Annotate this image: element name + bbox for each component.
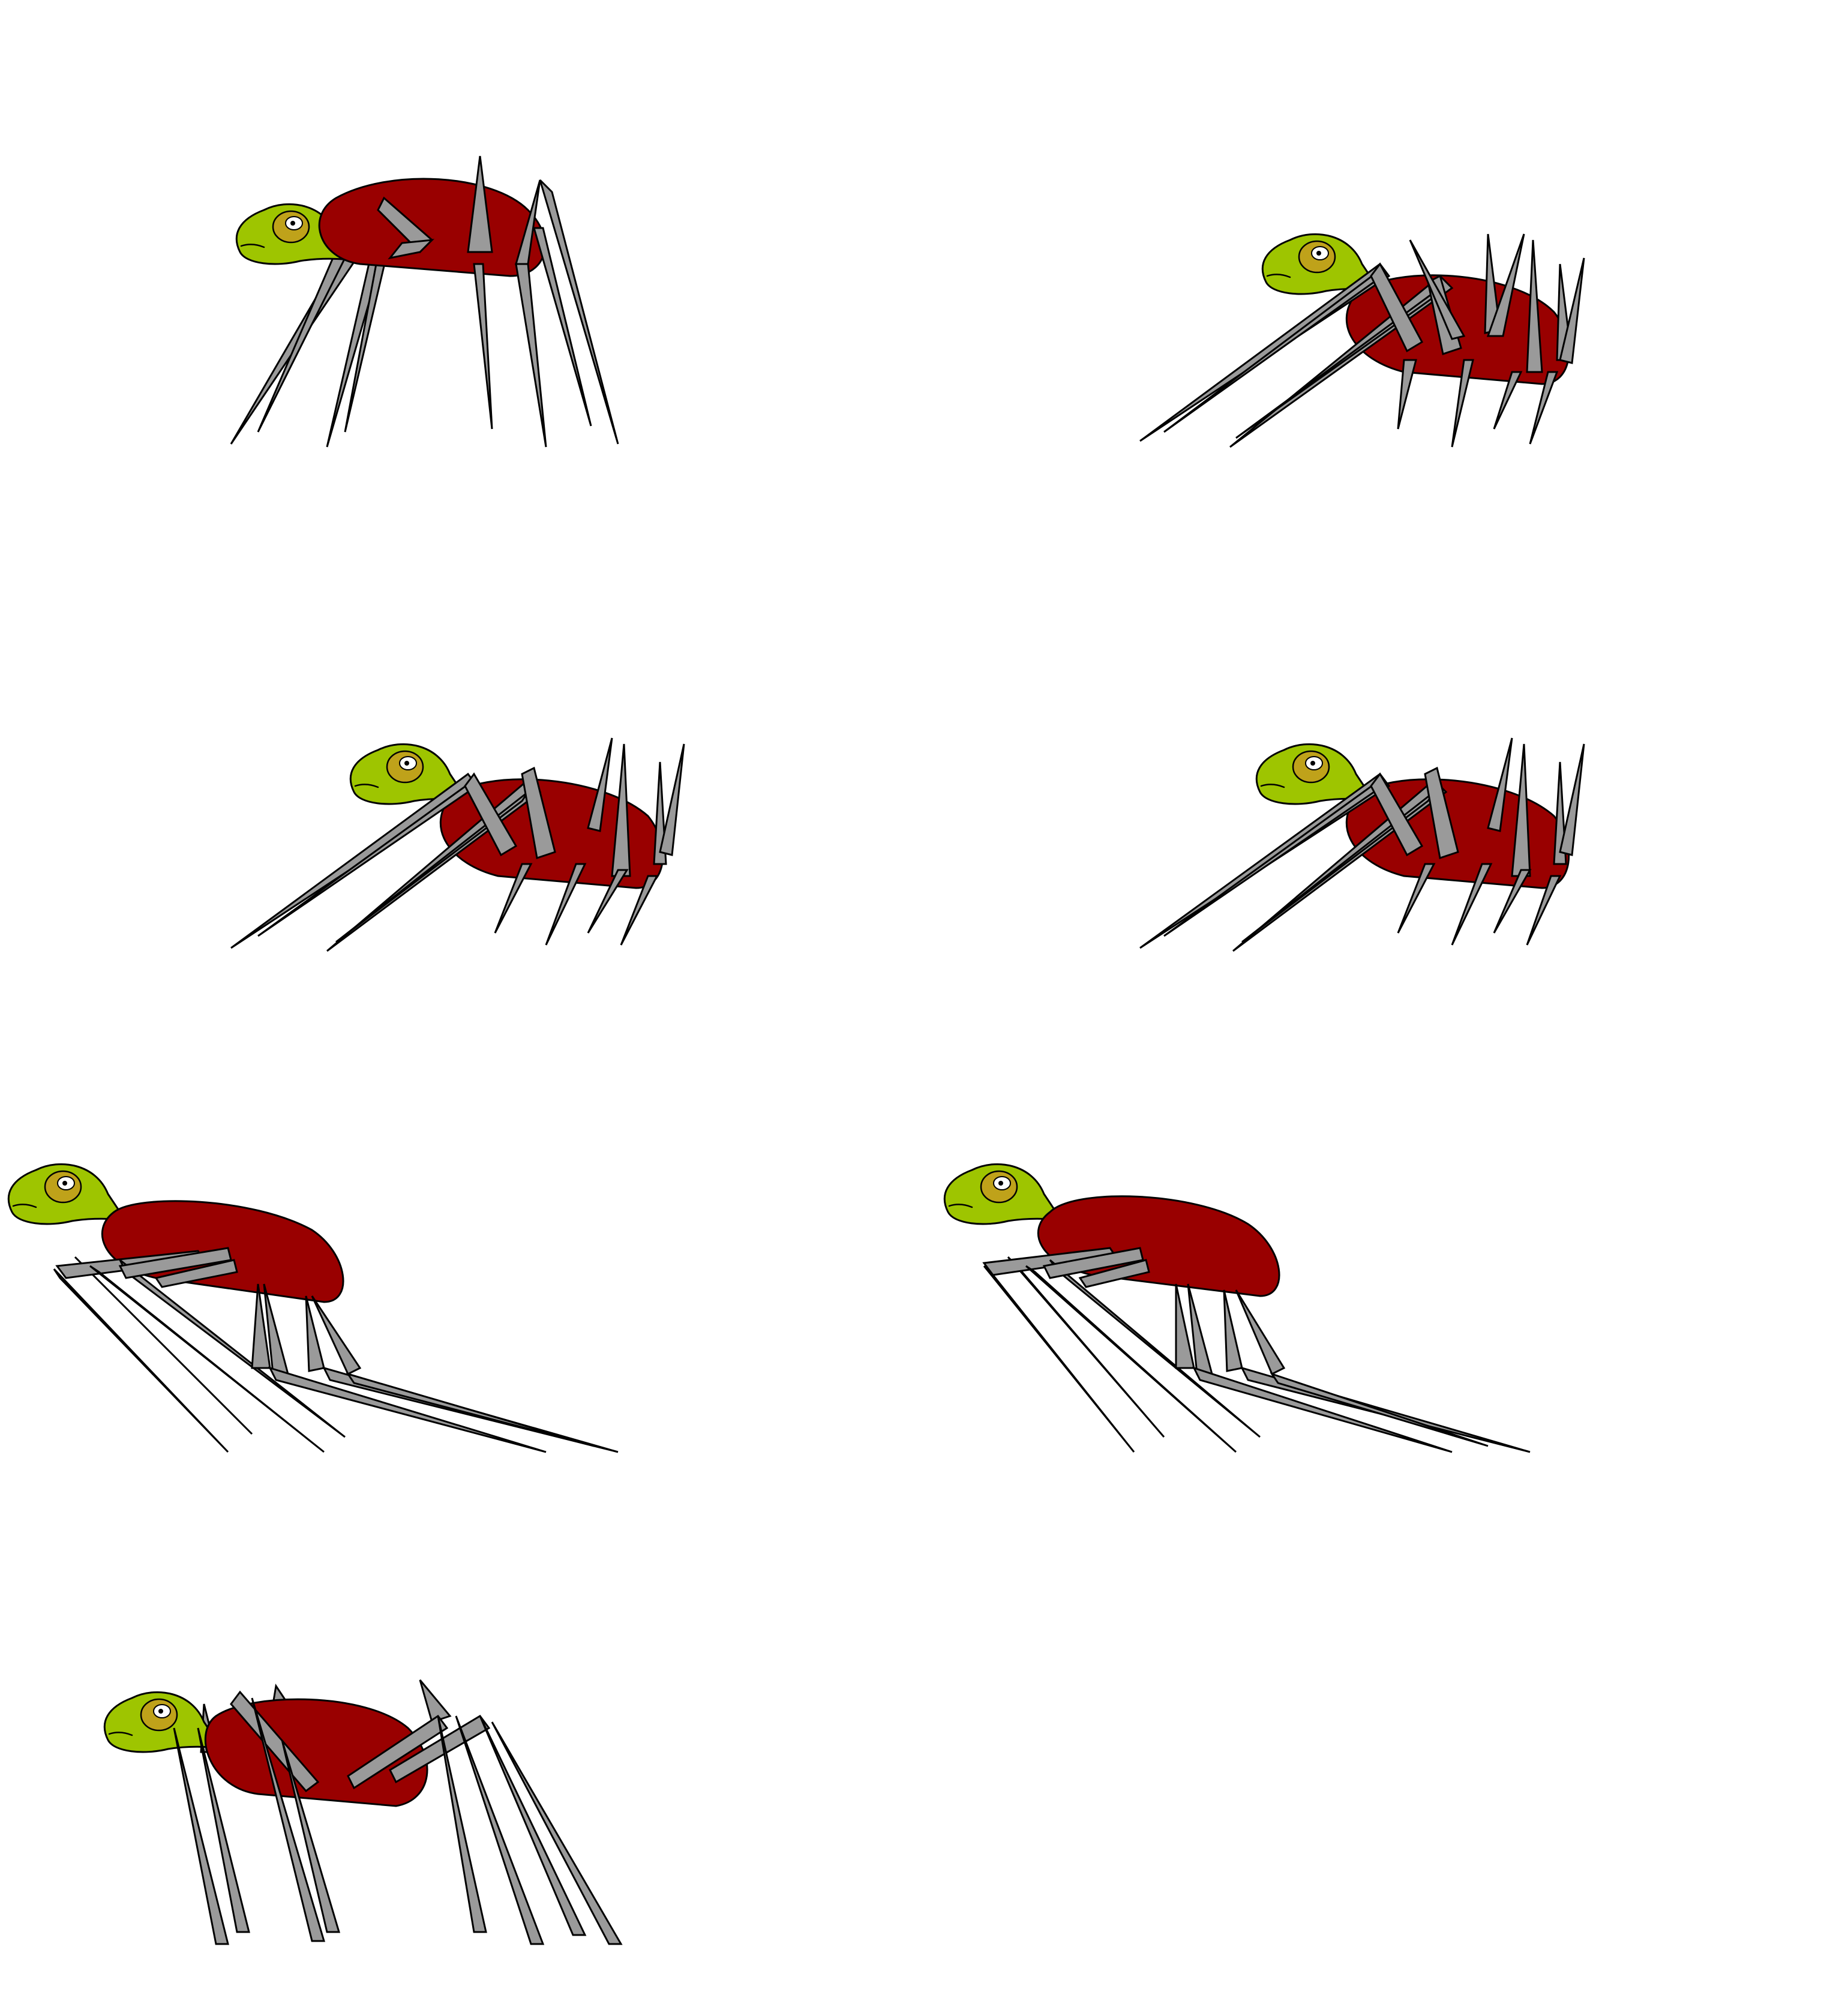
frame-2 [1139,233,1585,448]
turtle-head [7,1163,127,1225]
frame-3 [230,737,685,952]
turtle-shell [1037,1195,1280,1297]
turtle-head [103,1691,223,1753]
frame-1 [230,155,619,448]
frame-7 [103,1679,623,1945]
frame-5 [7,1163,619,1453]
frame-6 [943,1163,1531,1453]
turtle-head [943,1163,1063,1225]
turtle-shell [318,178,546,277]
frame-4 [1139,737,1585,952]
